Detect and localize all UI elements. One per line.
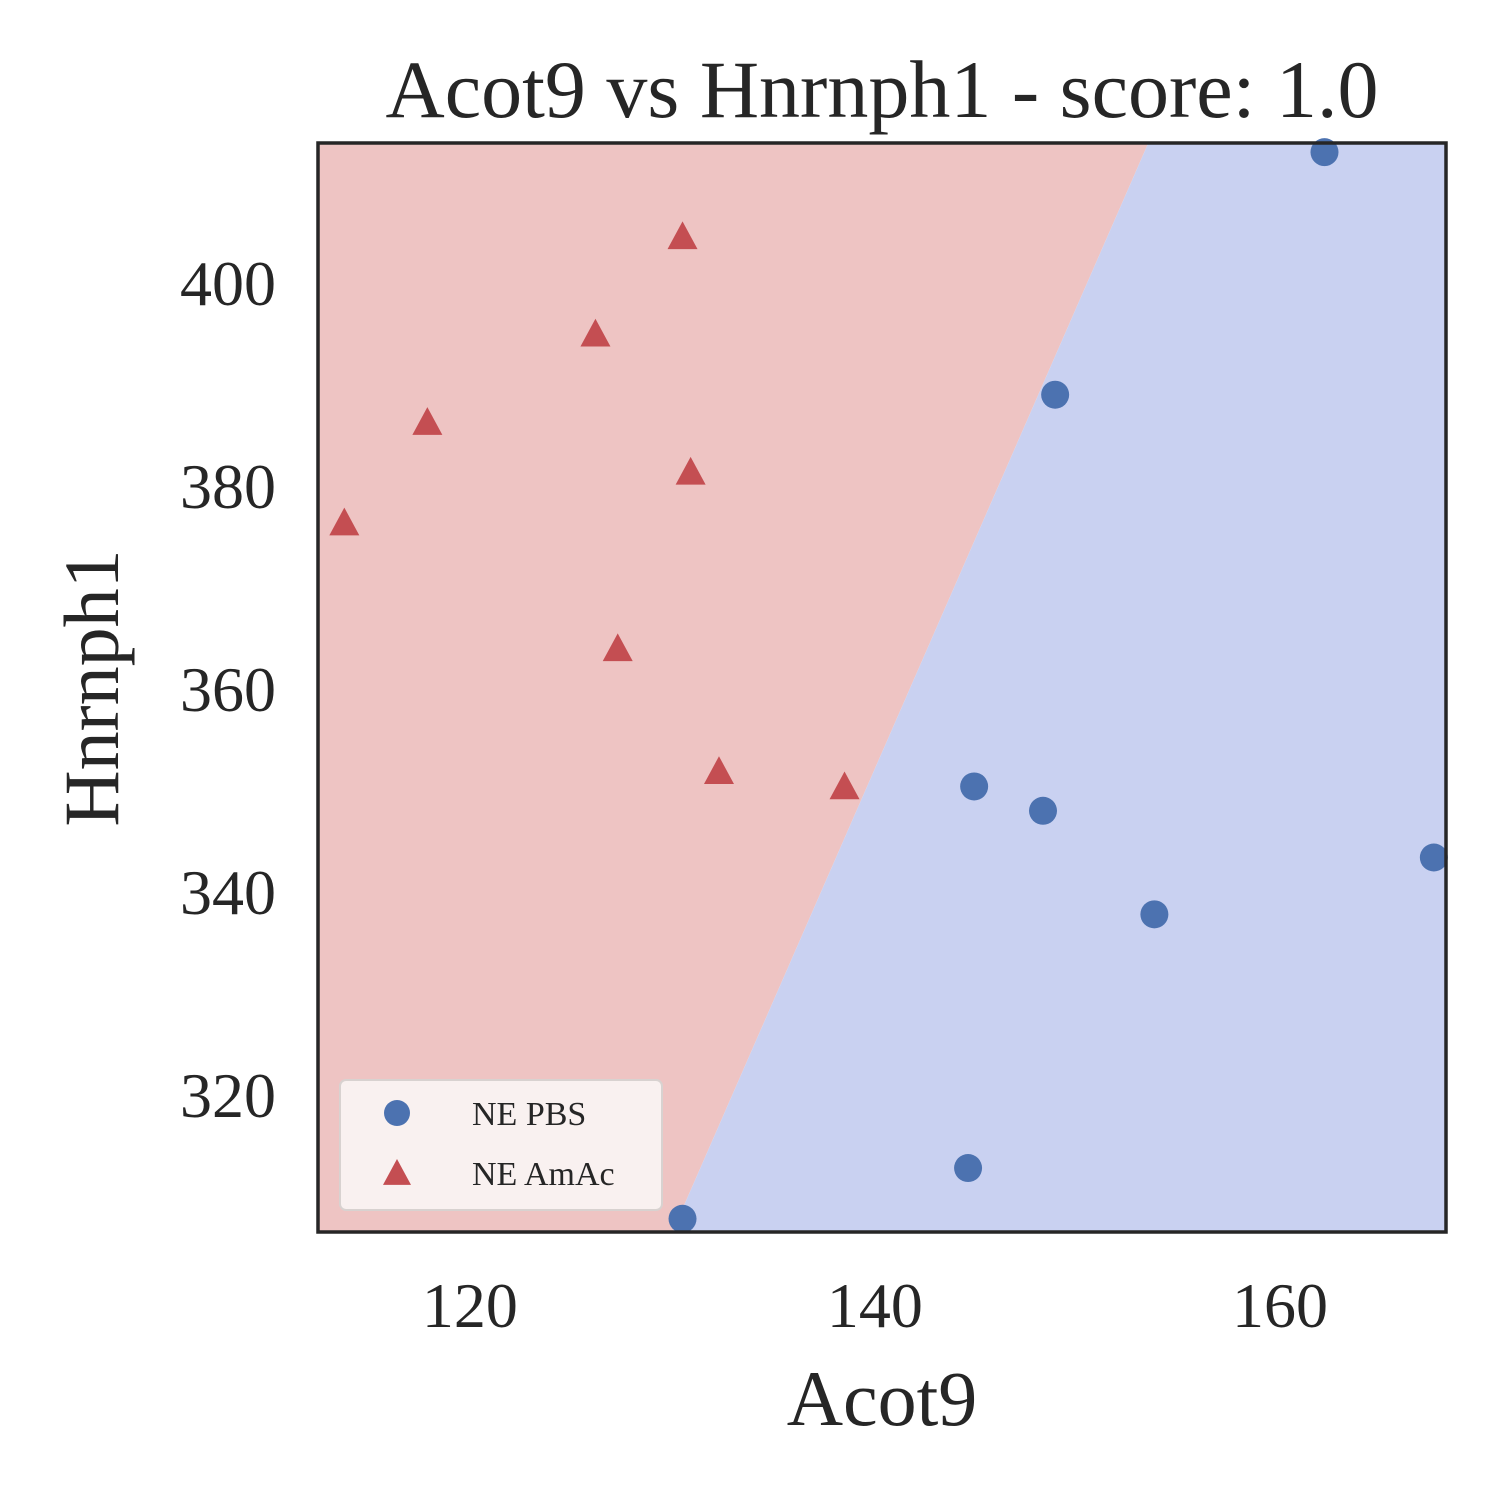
x-tick-label: 140 [827, 1270, 923, 1341]
data-point [675, 456, 706, 485]
legend-marker [383, 1159, 411, 1185]
data-point [668, 1204, 697, 1233]
data-point [602, 633, 633, 662]
data-point [667, 221, 698, 250]
data-point [954, 1154, 983, 1183]
plot-frame [316, 141, 1448, 1234]
y-axis-label: Hnrnph1 [48, 549, 135, 826]
series-ne-amac [329, 221, 860, 800]
y-tick-label: 400 [180, 248, 276, 319]
data-point [1041, 380, 1070, 409]
legend-box [339, 1079, 663, 1211]
legend-item: NE PBS [384, 1096, 586, 1133]
legend-item: NE AmAc [383, 1156, 615, 1193]
legend-label: NE PBS [472, 1096, 586, 1133]
data-point [412, 407, 443, 435]
chart-title: Acot9 vs Hnrnph1 - score: 1.0 [386, 44, 1379, 135]
data-point [1419, 843, 1448, 872]
data-point [1028, 796, 1057, 825]
data-point [1310, 138, 1339, 167]
region-ne-amac [318, 143, 1149, 1232]
x-tick-label: 160 [1232, 1270, 1328, 1341]
data-point [829, 771, 860, 800]
data-point [703, 756, 734, 784]
x-tick-label: 120 [422, 1270, 518, 1341]
y-axis: 320 340 360 380 400 [180, 248, 276, 1131]
y-tick-label: 320 [180, 1060, 276, 1131]
data-point [580, 318, 611, 347]
region-ne-pbs [672, 143, 1446, 1232]
y-tick-label: 360 [180, 654, 276, 725]
legend-label: NE AmAc [472, 1156, 615, 1193]
x-axis-label: Acot9 [787, 1355, 978, 1442]
plot-area [316, 138, 1448, 1234]
data-point [960, 772, 989, 801]
data-point [329, 507, 360, 536]
y-tick-label: 380 [180, 451, 276, 522]
legend: NE PBS NE AmAc [339, 1079, 663, 1211]
x-axis: 120 140 160 [422, 1270, 1328, 1341]
legend-marker [384, 1100, 410, 1126]
data-point [1140, 900, 1169, 929]
series-ne-pbs [668, 138, 1448, 1233]
y-tick-label: 340 [180, 857, 276, 928]
